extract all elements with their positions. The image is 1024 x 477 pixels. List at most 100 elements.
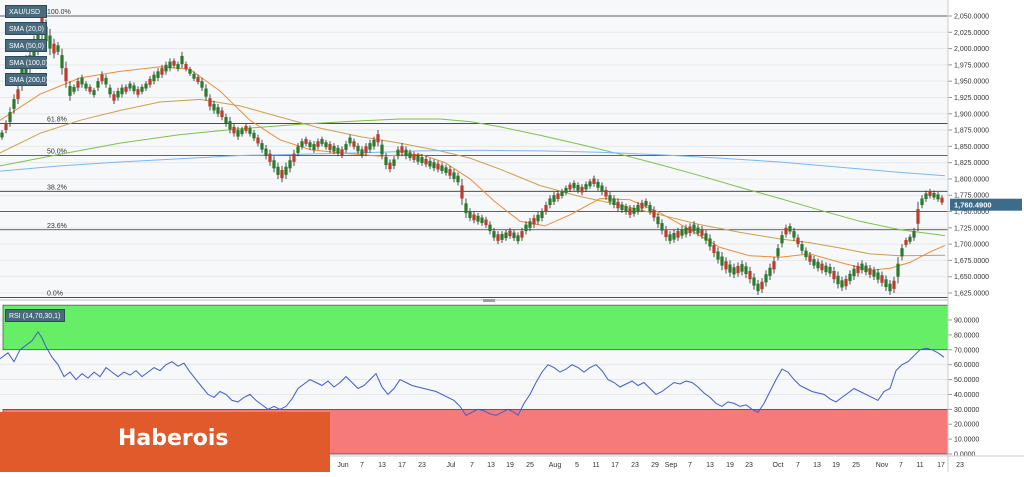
x-axis-label: 7 <box>470 462 474 469</box>
rsi-axis-label: 90.0000 <box>954 318 979 325</box>
candle-body <box>480 217 484 224</box>
candle-body <box>284 166 288 175</box>
candle-body <box>472 214 476 221</box>
candle-body <box>620 204 624 211</box>
x-axis-label: 25 <box>852 462 860 469</box>
x-axis-label: 13 <box>813 462 821 469</box>
x-axis-label: 23 <box>418 462 426 469</box>
candle-body <box>84 83 88 89</box>
candle-body <box>588 181 592 187</box>
candle-body <box>64 68 68 82</box>
candle-body <box>856 265 860 274</box>
candle-body <box>72 86 76 92</box>
x-axis-label: Sep <box>665 462 678 469</box>
candle-body <box>344 144 348 150</box>
legend-sma100-label: SMA (100,0) <box>9 60 48 67</box>
legend-sma20[interactable]: SMA (20,0) <box>5 22 47 35</box>
x-axis-label: Aug <box>549 462 562 469</box>
candle-body <box>268 153 272 162</box>
candle-body <box>596 181 600 188</box>
rsi-axis-label: 70.0000 <box>954 347 979 354</box>
candle-body <box>852 268 856 277</box>
candle-body <box>880 275 884 283</box>
candle-body <box>932 192 936 198</box>
candle-body <box>228 121 232 130</box>
candle-body <box>844 278 848 287</box>
candle-body <box>632 207 636 214</box>
candle-body <box>244 125 248 131</box>
candle-body <box>464 203 468 214</box>
candle-body <box>236 130 240 137</box>
candle-body <box>672 233 676 240</box>
brand-name: Haberois <box>118 426 229 451</box>
candle-body <box>892 280 896 289</box>
price-axis-label: 1,800.0000 <box>954 176 989 183</box>
candle-body <box>132 85 136 92</box>
price-axis-label: 1,750.0000 <box>954 209 989 216</box>
rsi-line <box>0 331 945 417</box>
x-axis-label: Oct <box>773 462 784 469</box>
legend-sma200-label: SMA (200,0) <box>9 77 48 84</box>
candle-body <box>68 86 72 96</box>
candle-body <box>100 74 104 82</box>
candle-body <box>180 55 184 65</box>
candle-body <box>492 231 496 238</box>
candle-body <box>60 55 64 69</box>
legend-symbol[interactable]: XAU/USD <box>5 5 47 18</box>
candle-body <box>700 229 704 236</box>
candle-body <box>696 227 700 234</box>
candle-body <box>516 235 520 242</box>
candle-body <box>680 229 684 236</box>
candle-body <box>92 90 96 96</box>
candle-body <box>168 61 172 69</box>
candle-body <box>580 186 584 193</box>
legend-sma200[interactable]: SMA (200,0) <box>5 73 48 86</box>
candle-body <box>772 261 776 270</box>
price-axis-label: 2,025.0000 <box>954 30 989 37</box>
candle-body <box>524 224 528 232</box>
candle-body <box>816 261 820 269</box>
candle-body <box>508 230 512 237</box>
x-axis-label: 17 <box>398 462 406 469</box>
candle-body <box>720 256 724 266</box>
candle-body <box>112 94 116 101</box>
sma-line <box>0 66 946 271</box>
rsi-axis-label: 50.0000 <box>954 377 979 384</box>
candle-body <box>788 226 792 232</box>
candle-body <box>808 255 812 262</box>
candle-body <box>452 172 456 179</box>
candle-body <box>476 215 480 222</box>
candle-body <box>896 263 900 277</box>
candle-body <box>616 201 620 209</box>
candle-body <box>188 69 192 74</box>
candle-body <box>936 194 940 200</box>
x-axis-label: Jun <box>337 462 348 469</box>
candle-body <box>380 144 384 155</box>
candle-body <box>312 144 316 150</box>
candle-body <box>4 123 8 131</box>
candle-body <box>776 248 780 257</box>
candle-body <box>352 141 356 147</box>
candle-body <box>260 143 264 150</box>
candle-body <box>532 218 536 225</box>
candle-body <box>604 190 608 197</box>
candle-body <box>316 141 320 147</box>
candle-body <box>784 227 788 235</box>
x-axis-label: 7 <box>688 462 692 469</box>
candle-body <box>544 205 548 212</box>
fib-level-label: 61.8% <box>47 117 67 124</box>
price-axis-label: 1,675.0000 <box>954 258 989 265</box>
legend-sma100[interactable]: SMA (100,0) <box>5 56 48 69</box>
legend-sma50[interactable]: SMA (50,0) <box>5 39 47 52</box>
panel-resize-handle[interactable] <box>483 299 495 302</box>
rsi-axis-label: 10.0000 <box>954 437 979 444</box>
legend-rsi[interactable]: RSI (14,70,30,1) <box>5 309 65 322</box>
candle-body <box>408 152 412 158</box>
candle-body <box>364 146 368 153</box>
price-axis-label: 2,000.0000 <box>954 46 989 53</box>
candle-body <box>648 205 652 212</box>
candle-body <box>628 208 632 215</box>
candle-body <box>612 198 616 206</box>
candle-body <box>272 160 276 169</box>
